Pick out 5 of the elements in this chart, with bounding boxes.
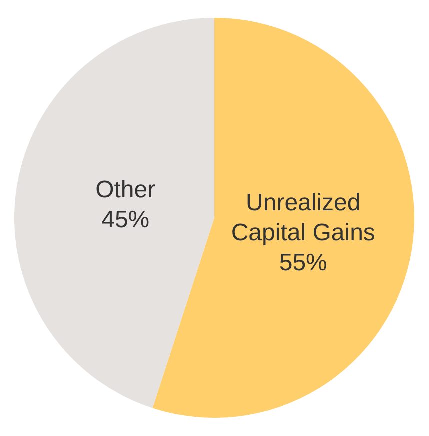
data-label: 55% [279,249,328,276]
slice-label: Other [96,176,156,204]
slice-label: Unrealized Capital Gains [231,189,376,246]
pie-slice [14,18,214,408]
data-label: 45% [102,206,150,234]
